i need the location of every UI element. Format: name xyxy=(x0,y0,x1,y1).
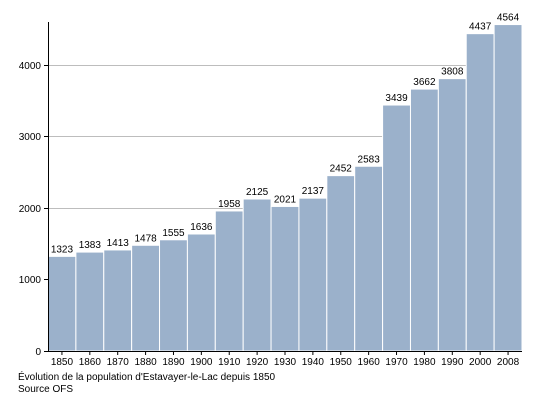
bar xyxy=(242,198,272,352)
x-tick-label: 1880 xyxy=(134,357,157,368)
bar xyxy=(437,78,467,352)
y-tick-label: 4000 xyxy=(19,61,42,72)
x-tick-label: 1940 xyxy=(302,357,325,368)
bar xyxy=(186,233,216,352)
data-label: 3808 xyxy=(441,67,464,78)
x-tick-label: 1980 xyxy=(413,357,436,368)
x-tick-label: 1870 xyxy=(107,357,130,368)
data-label: 3662 xyxy=(413,77,436,88)
x-tick-label: 1910 xyxy=(218,357,241,368)
chart-source: Source OFS xyxy=(18,384,74,395)
bar xyxy=(298,197,328,352)
bar xyxy=(75,251,105,352)
x-tick-label: 1900 xyxy=(190,357,213,368)
bar xyxy=(493,24,523,352)
chart-caption: Évolution de la population d'Estavayer-l… xyxy=(18,372,276,383)
y-tick-label: 2000 xyxy=(19,204,42,215)
x-tick-label: 1990 xyxy=(441,357,464,368)
bar xyxy=(354,165,384,352)
x-tick-label: 2000 xyxy=(469,357,492,368)
data-label: 4437 xyxy=(469,22,492,33)
data-label: 2583 xyxy=(358,154,381,165)
bar xyxy=(214,210,244,352)
bars xyxy=(47,24,523,352)
x-tick-label: 1950 xyxy=(330,357,353,368)
x-tick-label: 1890 xyxy=(162,357,185,368)
x-tick-label: 1970 xyxy=(385,357,408,368)
x-tick-label: 1850 xyxy=(51,357,74,368)
bar xyxy=(465,33,495,352)
data-label: 2125 xyxy=(246,187,269,198)
y-tick-label: 1000 xyxy=(19,275,42,286)
data-label: 1958 xyxy=(218,199,241,210)
data-label: 1636 xyxy=(190,222,213,233)
bar xyxy=(326,175,356,352)
y-tick-label: 0 xyxy=(35,347,41,358)
x-tick-label: 2008 xyxy=(497,357,520,368)
x-tick-label: 1960 xyxy=(358,357,381,368)
x-tick-label: 1860 xyxy=(79,357,102,368)
data-label: 1555 xyxy=(162,228,185,239)
bar xyxy=(131,244,161,352)
data-label: 1323 xyxy=(51,244,74,255)
x-tick-label: 1920 xyxy=(246,357,269,368)
data-label: 1383 xyxy=(79,240,102,251)
data-label: 1413 xyxy=(107,238,130,249)
bar xyxy=(270,205,300,352)
bar xyxy=(382,104,411,352)
data-label: 2137 xyxy=(302,186,325,197)
data-labels: 1323 1383 1413 1478 1555 1636 1958 2125 2021 2137… xyxy=(51,13,520,256)
data-label: 1478 xyxy=(134,233,157,244)
data-label: 2021 xyxy=(274,194,297,205)
y-tick-label: 3000 xyxy=(19,132,42,143)
bar xyxy=(47,255,77,352)
bar xyxy=(159,239,188,352)
x-tick-label: 1930 xyxy=(274,357,297,368)
data-label: 3439 xyxy=(385,93,408,104)
bar xyxy=(103,249,133,352)
data-label: 2452 xyxy=(330,164,353,175)
data-label: 4564 xyxy=(497,13,520,24)
bar xyxy=(409,88,439,352)
axes: 0 1000 2000 3000 4000 1850 1860 1870 1880 1890 190… xyxy=(19,22,522,368)
